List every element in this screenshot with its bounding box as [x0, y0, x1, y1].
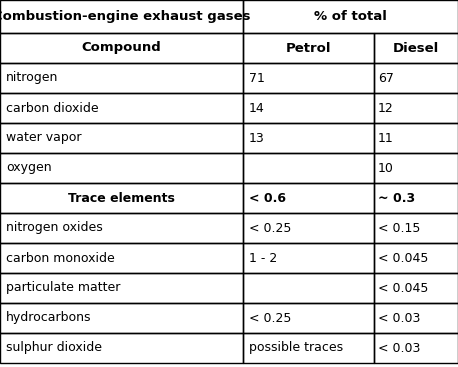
Text: < 0.25: < 0.25	[249, 312, 291, 324]
Bar	[374, 213, 458, 243]
Text: 14: 14	[249, 102, 265, 115]
Text: water vapor: water vapor	[6, 131, 82, 145]
Bar	[243, 63, 374, 93]
Bar	[243, 33, 374, 63]
Bar	[374, 303, 458, 333]
Text: nitrogen: nitrogen	[6, 72, 58, 84]
Text: carbon monoxide: carbon monoxide	[6, 251, 115, 265]
Bar	[243, 123, 374, 153]
Text: 11: 11	[378, 131, 394, 145]
Text: < 0.03: < 0.03	[378, 312, 420, 324]
Text: oxygen: oxygen	[6, 161, 52, 174]
Bar	[243, 243, 374, 273]
Bar	[0, 63, 243, 93]
Bar	[243, 273, 374, 303]
Text: 13: 13	[249, 131, 265, 145]
Text: Petrol: Petrol	[286, 41, 331, 55]
Text: nitrogen oxides: nitrogen oxides	[6, 222, 103, 235]
Bar	[0, 123, 243, 153]
Text: particulate matter: particulate matter	[6, 281, 120, 294]
Text: < 0.25: < 0.25	[249, 222, 291, 235]
Text: Trace elements: Trace elements	[68, 192, 175, 204]
Bar	[0, 243, 243, 273]
Text: possible traces: possible traces	[249, 342, 343, 355]
Bar	[0, 303, 243, 333]
Text: 1 - 2: 1 - 2	[249, 251, 277, 265]
Text: < 0.6: < 0.6	[249, 192, 286, 204]
Bar	[0, 0, 243, 33]
Bar	[243, 0, 458, 33]
Bar	[243, 153, 374, 183]
Bar	[374, 123, 458, 153]
Text: Combustion-engine exhaust gases: Combustion-engine exhaust gases	[0, 10, 250, 23]
Text: < 0.045: < 0.045	[378, 251, 428, 265]
Text: 10: 10	[378, 161, 394, 174]
Text: < 0.03: < 0.03	[378, 342, 420, 355]
Bar	[374, 273, 458, 303]
Text: < 0.045: < 0.045	[378, 281, 428, 294]
Bar	[0, 273, 243, 303]
Bar	[374, 33, 458, 63]
Bar	[243, 183, 374, 213]
Text: 12: 12	[378, 102, 394, 115]
Bar	[374, 183, 458, 213]
Bar	[374, 63, 458, 93]
Text: % of total: % of total	[314, 10, 387, 23]
Bar	[374, 243, 458, 273]
Text: ~ 0.3: ~ 0.3	[378, 192, 415, 204]
Text: < 0.15: < 0.15	[378, 222, 420, 235]
Bar	[0, 333, 243, 363]
Text: hydrocarbons: hydrocarbons	[6, 312, 92, 324]
Bar	[0, 93, 243, 123]
Bar	[0, 33, 243, 63]
Text: 71: 71	[249, 72, 265, 84]
Text: Diesel: Diesel	[393, 41, 439, 55]
Text: sulphur dioxide: sulphur dioxide	[6, 342, 102, 355]
Bar	[243, 303, 374, 333]
Bar	[374, 153, 458, 183]
Text: carbon dioxide: carbon dioxide	[6, 102, 98, 115]
Bar	[374, 333, 458, 363]
Bar	[0, 183, 243, 213]
Text: Compound: Compound	[82, 41, 161, 55]
Text: 67: 67	[378, 72, 394, 84]
Bar	[243, 93, 374, 123]
Bar	[243, 213, 374, 243]
Bar	[374, 93, 458, 123]
Bar	[0, 213, 243, 243]
Bar	[243, 333, 374, 363]
Bar	[0, 153, 243, 183]
